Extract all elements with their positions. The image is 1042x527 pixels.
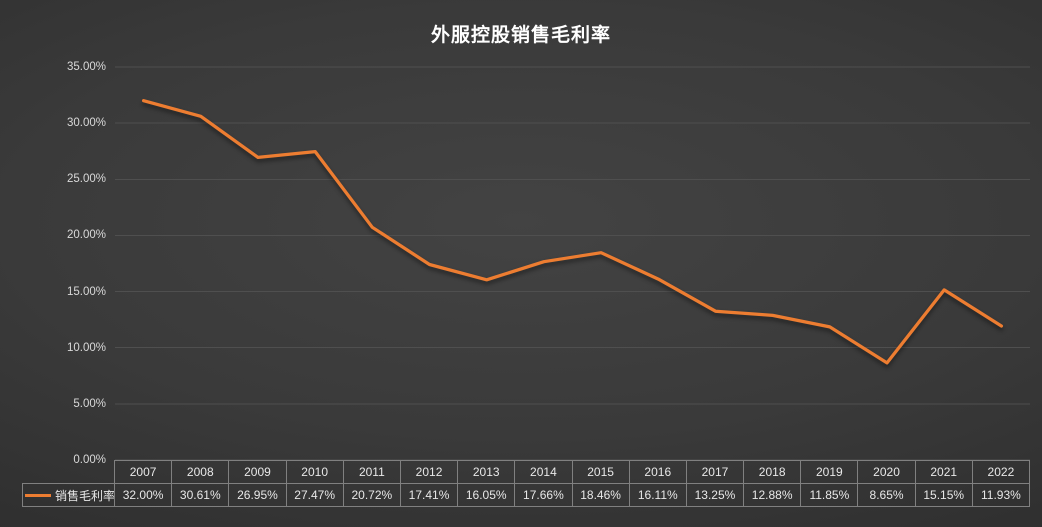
year-header-cell: 2017 [685,460,745,484]
value-cell: 27.47% [285,483,344,507]
year-header-cell: 2016 [628,460,687,484]
year-header-cell: 2013 [457,460,516,484]
value-row: 销售毛利率 32.00% 30.61% 26.95% 27.47% 20.72% 17.4… [22,483,1030,507]
year-header-cell: 2021 [914,460,973,484]
value-cell: 13.25% [685,483,745,507]
value-cell: 16.05% [457,483,516,507]
series-line [141,99,1004,365]
year-header-cell: 2012 [399,460,459,484]
year-header-cell: 2014 [514,460,573,484]
chart-title: 外服控股销售毛利率 [430,25,611,46]
value-cell: 17.41% [399,483,459,507]
value-cell: 12.88% [743,483,802,507]
value-cell: 32.00% [114,483,173,507]
year-header-cell: 2022 [971,460,1030,484]
value-cell: 15.15% [914,483,973,507]
year-header-cell: 2018 [743,460,802,484]
year-header-cell: 2019 [800,460,859,484]
year-header-row: 2007 2008 2009 2010 2011 2012 2013 2014 2015 2016… [22,460,1030,484]
data-table: 2007 2008 2009 2010 2011 2012 2013 2014 2015 2016… [22,460,1030,507]
table-corner-spacer [22,460,115,484]
y-tick-label: 0.00% [73,454,106,466]
legend-cell: 销售毛利率 [22,483,115,507]
value-cell: 26.95% [228,483,287,507]
value-cell: 11.85% [800,483,859,507]
legend-label: 销售毛利率 [55,488,115,503]
y-tick-label: 10.00% [66,341,106,354]
year-header-cell: 2007 [114,460,173,484]
year-header-cell: 2020 [857,460,916,484]
value-cell: 17.66% [514,483,573,507]
year-header-cell: 2010 [285,460,344,484]
year-header-cell: 2015 [571,460,630,484]
year-header-cell: 2011 [342,460,401,484]
y-tick-label: 30.00% [66,117,106,130]
value-cell: 20.72% [342,483,401,507]
y-tick-label: 5.00% [73,397,106,410]
legend-line-icon [25,493,51,497]
y-tick-label: 25.00% [66,173,106,186]
value-cell: 30.61% [171,483,230,507]
value-cell: 8.65% [857,483,916,507]
year-header-cell: 2008 [171,460,230,484]
y-tick-label: 35.00% [66,61,106,73]
value-cell: 16.11% [628,483,687,507]
year-header-cell: 2009 [228,460,287,484]
y-tick-label: 15.00% [66,285,106,298]
value-cell: 11.93% [971,483,1030,507]
y-tick-label: 20.00% [66,229,106,242]
value-cell: 18.46% [571,483,630,507]
